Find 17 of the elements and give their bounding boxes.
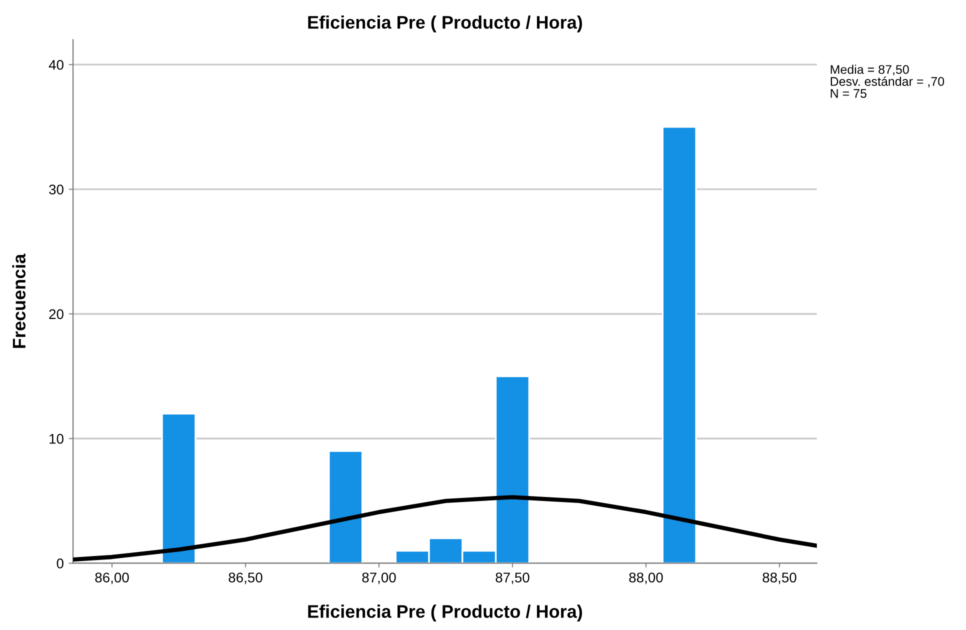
x-tick-label: 86,00: [95, 572, 129, 584]
text: N = 75: [830, 89, 866, 98]
x-tick-label: 86,50: [228, 572, 262, 584]
x-axis-title: Eficiencia Pre ( Producto / Hora): [308, 604, 582, 622]
x-tick-label: 88,00: [629, 572, 663, 584]
y-tick-label: 0: [56, 558, 64, 568]
y-tick-label: 40: [48, 60, 64, 70]
x-tick-label: 87,00: [362, 572, 396, 584]
chart-title: Eficiencia Pre ( Producto / Hora): [308, 15, 582, 32]
x-tick-label: 87,50: [496, 572, 530, 584]
y-tick-label: 30: [49, 184, 64, 194]
text: Media = 87,50: [830, 64, 909, 76]
y-tick-label: 10: [50, 434, 64, 444]
x-tick-label: 88,50: [762, 572, 796, 584]
y-axis-title: Frecuencia: [12, 254, 26, 348]
y-tick-label: 20: [49, 309, 64, 320]
text: Desv. estándar = ,70: [830, 76, 944, 88]
